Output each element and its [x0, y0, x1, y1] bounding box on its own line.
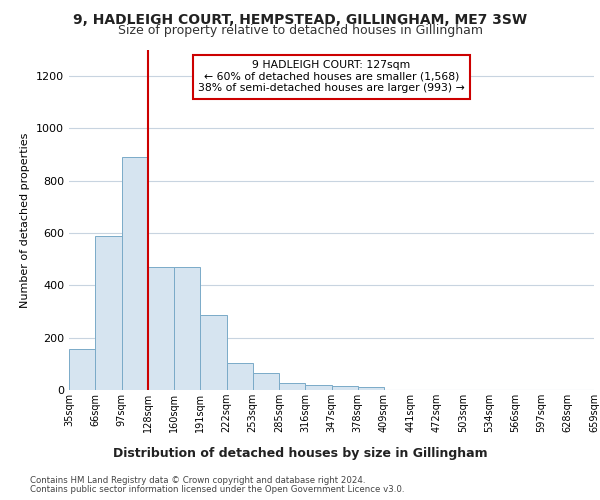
Text: 9, HADLEIGH COURT, HEMPSTEAD, GILLINGHAM, ME7 3SW: 9, HADLEIGH COURT, HEMPSTEAD, GILLINGHAM…: [73, 12, 527, 26]
Bar: [95, 236, 121, 390]
Bar: [279, 382, 305, 390]
Bar: [305, 385, 331, 390]
Bar: [200, 316, 227, 390]
Text: Contains public sector information licensed under the Open Government Licence v3: Contains public sector information licen…: [30, 485, 404, 494]
Text: 9 HADLEIGH COURT: 127sqm
← 60% of detached houses are smaller (1,568)
38% of sem: 9 HADLEIGH COURT: 127sqm ← 60% of detach…: [198, 60, 465, 94]
Text: Distribution of detached houses by size in Gillingham: Distribution of detached houses by size …: [113, 448, 487, 460]
Bar: [148, 267, 174, 390]
Bar: [331, 386, 358, 390]
Bar: [253, 373, 279, 390]
Bar: [358, 388, 384, 390]
Bar: [69, 350, 95, 390]
Y-axis label: Number of detached properties: Number of detached properties: [20, 132, 31, 308]
Bar: [121, 157, 148, 390]
Text: Contains HM Land Registry data © Crown copyright and database right 2024.: Contains HM Land Registry data © Crown c…: [30, 476, 365, 485]
Text: Size of property relative to detached houses in Gillingham: Size of property relative to detached ho…: [118, 24, 482, 37]
Bar: [227, 362, 253, 390]
Bar: [174, 267, 200, 390]
